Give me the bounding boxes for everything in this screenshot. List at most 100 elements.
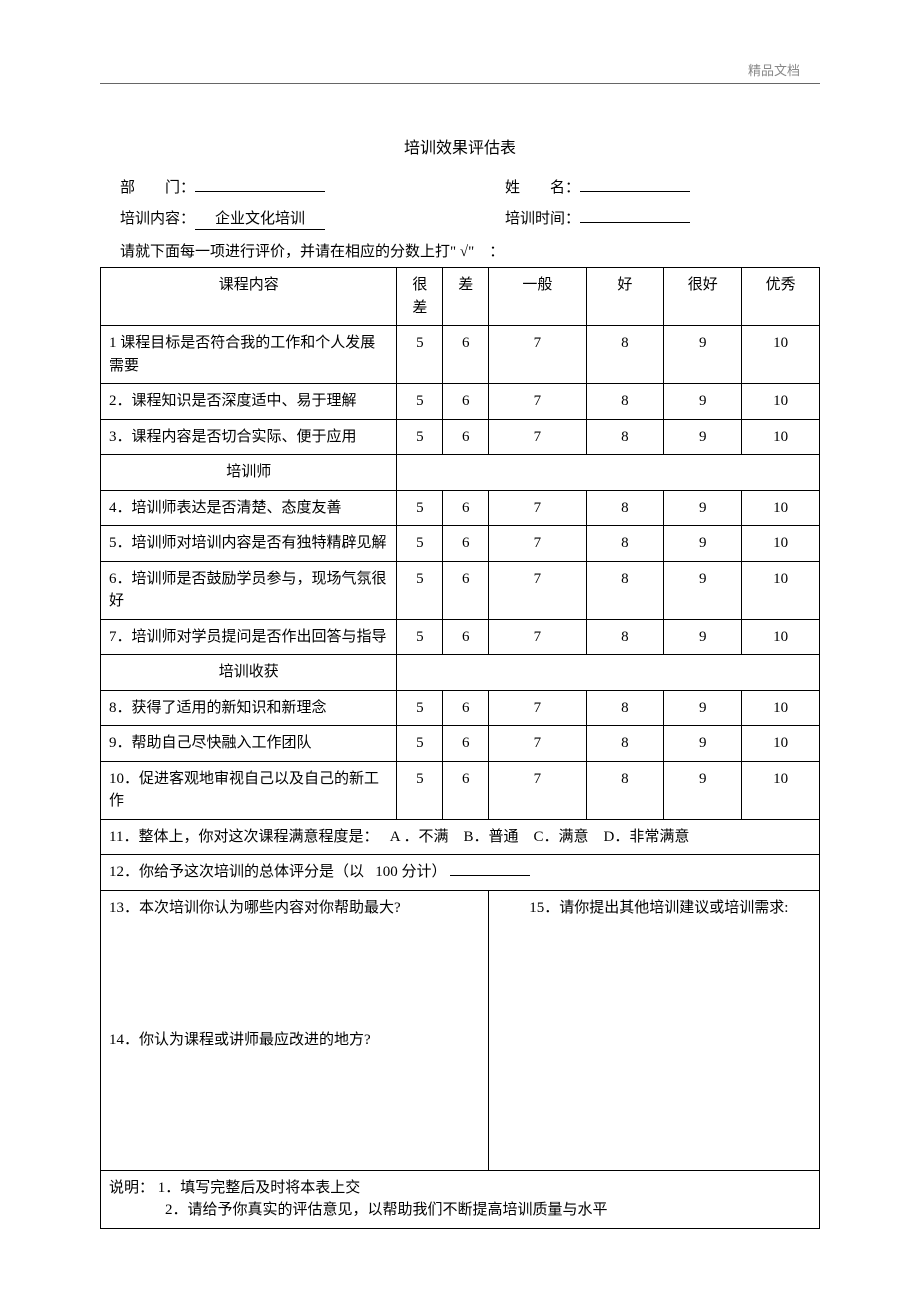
q10-s2[interactable]: 6 xyxy=(443,761,489,819)
q7-s3[interactable]: 7 xyxy=(489,619,586,655)
q3-s3[interactable]: 7 xyxy=(489,419,586,455)
q10-s1[interactable]: 5 xyxy=(397,761,443,819)
name-field[interactable] xyxy=(580,190,690,192)
q7-s1[interactable]: 5 xyxy=(397,619,443,655)
header-divider xyxy=(100,83,820,84)
q8-s1[interactable]: 5 xyxy=(397,690,443,726)
q8-label: 8．获得了适用的新知识和新理念 xyxy=(101,690,397,726)
q6-s2[interactable]: 6 xyxy=(443,561,489,619)
q8-s6[interactable]: 10 xyxy=(742,690,820,726)
time-field[interactable] xyxy=(580,221,690,223)
q10-s3[interactable]: 7 xyxy=(489,761,586,819)
section3-row: 培训收获 xyxy=(101,655,820,691)
dept-field[interactable] xyxy=(195,190,325,192)
q3-s5[interactable]: 9 xyxy=(664,419,742,455)
q1-s5[interactable]: 9 xyxy=(664,326,742,384)
q5-s2[interactable]: 6 xyxy=(443,526,489,562)
q2-s1[interactable]: 5 xyxy=(397,384,443,420)
q10-s4[interactable]: 8 xyxy=(586,761,664,819)
q9-s5[interactable]: 9 xyxy=(664,726,742,762)
header-c6: 优秀 xyxy=(742,268,820,326)
q7-s5[interactable]: 9 xyxy=(664,619,742,655)
q1-s1[interactable]: 5 xyxy=(397,326,443,384)
q6-s6[interactable]: 10 xyxy=(742,561,820,619)
q4-s5[interactable]: 9 xyxy=(664,490,742,526)
q11-optC[interactable]: C．满意 xyxy=(533,829,588,845)
q11-optB[interactable]: B．普通 xyxy=(463,829,518,845)
q3-s4[interactable]: 8 xyxy=(586,419,664,455)
q11-optA[interactable]: A ．不满 xyxy=(390,829,449,845)
q10-s5[interactable]: 9 xyxy=(664,761,742,819)
q3-s1[interactable]: 5 xyxy=(397,419,443,455)
q1-s4[interactable]: 8 xyxy=(586,326,664,384)
q4-label: 4．培训师表达是否清楚、态度友善 xyxy=(101,490,397,526)
q7-s2[interactable]: 6 xyxy=(443,619,489,655)
instruction-text: 请就下面每一项进行评价，并请在相应的分数上打" √" ： xyxy=(100,240,820,261)
header-c5: 很好 xyxy=(664,268,742,326)
q6-s3[interactable]: 7 xyxy=(489,561,586,619)
q5-s5[interactable]: 9 xyxy=(664,526,742,562)
q5-s1[interactable]: 5 xyxy=(397,526,443,562)
q4-s1[interactable]: 5 xyxy=(397,490,443,526)
q4-s6[interactable]: 10 xyxy=(742,490,820,526)
time-label: 培训时间： xyxy=(505,207,580,228)
q5-s4[interactable]: 8 xyxy=(586,526,664,562)
notes-row: 说明： 1．填写完整后及时将本表上交 2．请给予你真实的评估意见，以帮助我们不断… xyxy=(101,1170,820,1228)
page-title: 培训效果评估表 xyxy=(100,134,820,158)
section2-blank xyxy=(397,455,820,491)
q2-s4[interactable]: 8 xyxy=(586,384,664,420)
q4-s2[interactable]: 6 xyxy=(443,490,489,526)
q1-s3[interactable]: 7 xyxy=(489,326,586,384)
q9-s3[interactable]: 7 xyxy=(489,726,586,762)
section3-blank xyxy=(397,655,820,691)
q4-s4[interactable]: 8 xyxy=(586,490,664,526)
q2-s2[interactable]: 6 xyxy=(443,384,489,420)
q5-s6[interactable]: 10 xyxy=(742,526,820,562)
q9-s6[interactable]: 10 xyxy=(742,726,820,762)
section2-row: 培训师 xyxy=(101,455,820,491)
q15-text: 15．请你提出其他培训建议或培训需求: xyxy=(529,897,811,920)
q7-s4[interactable]: 8 xyxy=(586,619,664,655)
q11-optD[interactable]: D．非常满意 xyxy=(604,829,690,845)
q2-s5[interactable]: 9 xyxy=(664,384,742,420)
q1-s6[interactable]: 10 xyxy=(742,326,820,384)
q3-label: 3．课程内容是否切合实际、便于应用 xyxy=(101,419,397,455)
q9-s2[interactable]: 6 xyxy=(443,726,489,762)
q3-s2[interactable]: 6 xyxy=(443,419,489,455)
header-row: 课程内容 很差 差 一般 好 很好 优秀 xyxy=(101,268,820,326)
row-q11: 11．整体上，你对这次课程满意程度是： A ．不满 B．普通 C．满意 D．非常… xyxy=(101,819,820,855)
q5-s3[interactable]: 7 xyxy=(489,526,586,562)
notes-line2: 2．请给予你真实的评估意见，以帮助我们不断提高培训质量与水平 xyxy=(109,1199,811,1222)
meta-row-1: 部 门： 姓 名： xyxy=(100,176,820,197)
section2-label: 培训师 xyxy=(101,455,397,491)
q6-label: 6．培训师是否鼓励学员参与，现场气氛很好 xyxy=(101,561,397,619)
q9-s4[interactable]: 8 xyxy=(586,726,664,762)
q10-s6[interactable]: 10 xyxy=(742,761,820,819)
q6-s4[interactable]: 8 xyxy=(586,561,664,619)
q9-s1[interactable]: 5 xyxy=(397,726,443,762)
q8-s5[interactable]: 9 xyxy=(664,690,742,726)
q12-score-field[interactable] xyxy=(450,875,530,876)
header-c1: 很差 xyxy=(397,268,443,326)
q2-s6[interactable]: 10 xyxy=(742,384,820,420)
q6-s1[interactable]: 5 xyxy=(397,561,443,619)
q6-s5[interactable]: 9 xyxy=(664,561,742,619)
header-c4: 好 xyxy=(586,268,664,326)
q3-s6[interactable]: 10 xyxy=(742,419,820,455)
row-q9: 9．帮助自己尽快融入工作团队 5 6 7 8 9 10 xyxy=(101,726,820,762)
q9-label: 9．帮助自己尽快融入工作团队 xyxy=(101,726,397,762)
q8-s3[interactable]: 7 xyxy=(489,690,586,726)
q8-s4[interactable]: 8 xyxy=(586,690,664,726)
q7-s6[interactable]: 10 xyxy=(742,619,820,655)
dept-label: 部 门： xyxy=(120,176,195,197)
q4-s3[interactable]: 7 xyxy=(489,490,586,526)
content-field[interactable]: 企业文化培训 xyxy=(195,207,325,230)
q7-label: 7．培训师对学员提问是否作出回答与指导 xyxy=(101,619,397,655)
q2-s3[interactable]: 7 xyxy=(489,384,586,420)
open-questions-row: 13．本次培训你认为哪些内容对你帮助最大? 14．你认为课程或讲师最应改进的地方… xyxy=(101,890,820,1170)
q14-text: 14．你认为课程或讲师最应改进的地方? xyxy=(109,1029,480,1052)
q5-label: 5．培训师对培训内容是否有独特精辟见解 xyxy=(101,526,397,562)
row-q1: 1 课程目标是否符合我的工作和个人发展需要 5 6 7 8 9 10 xyxy=(101,326,820,384)
q1-s2[interactable]: 6 xyxy=(443,326,489,384)
q8-s2[interactable]: 6 xyxy=(443,690,489,726)
